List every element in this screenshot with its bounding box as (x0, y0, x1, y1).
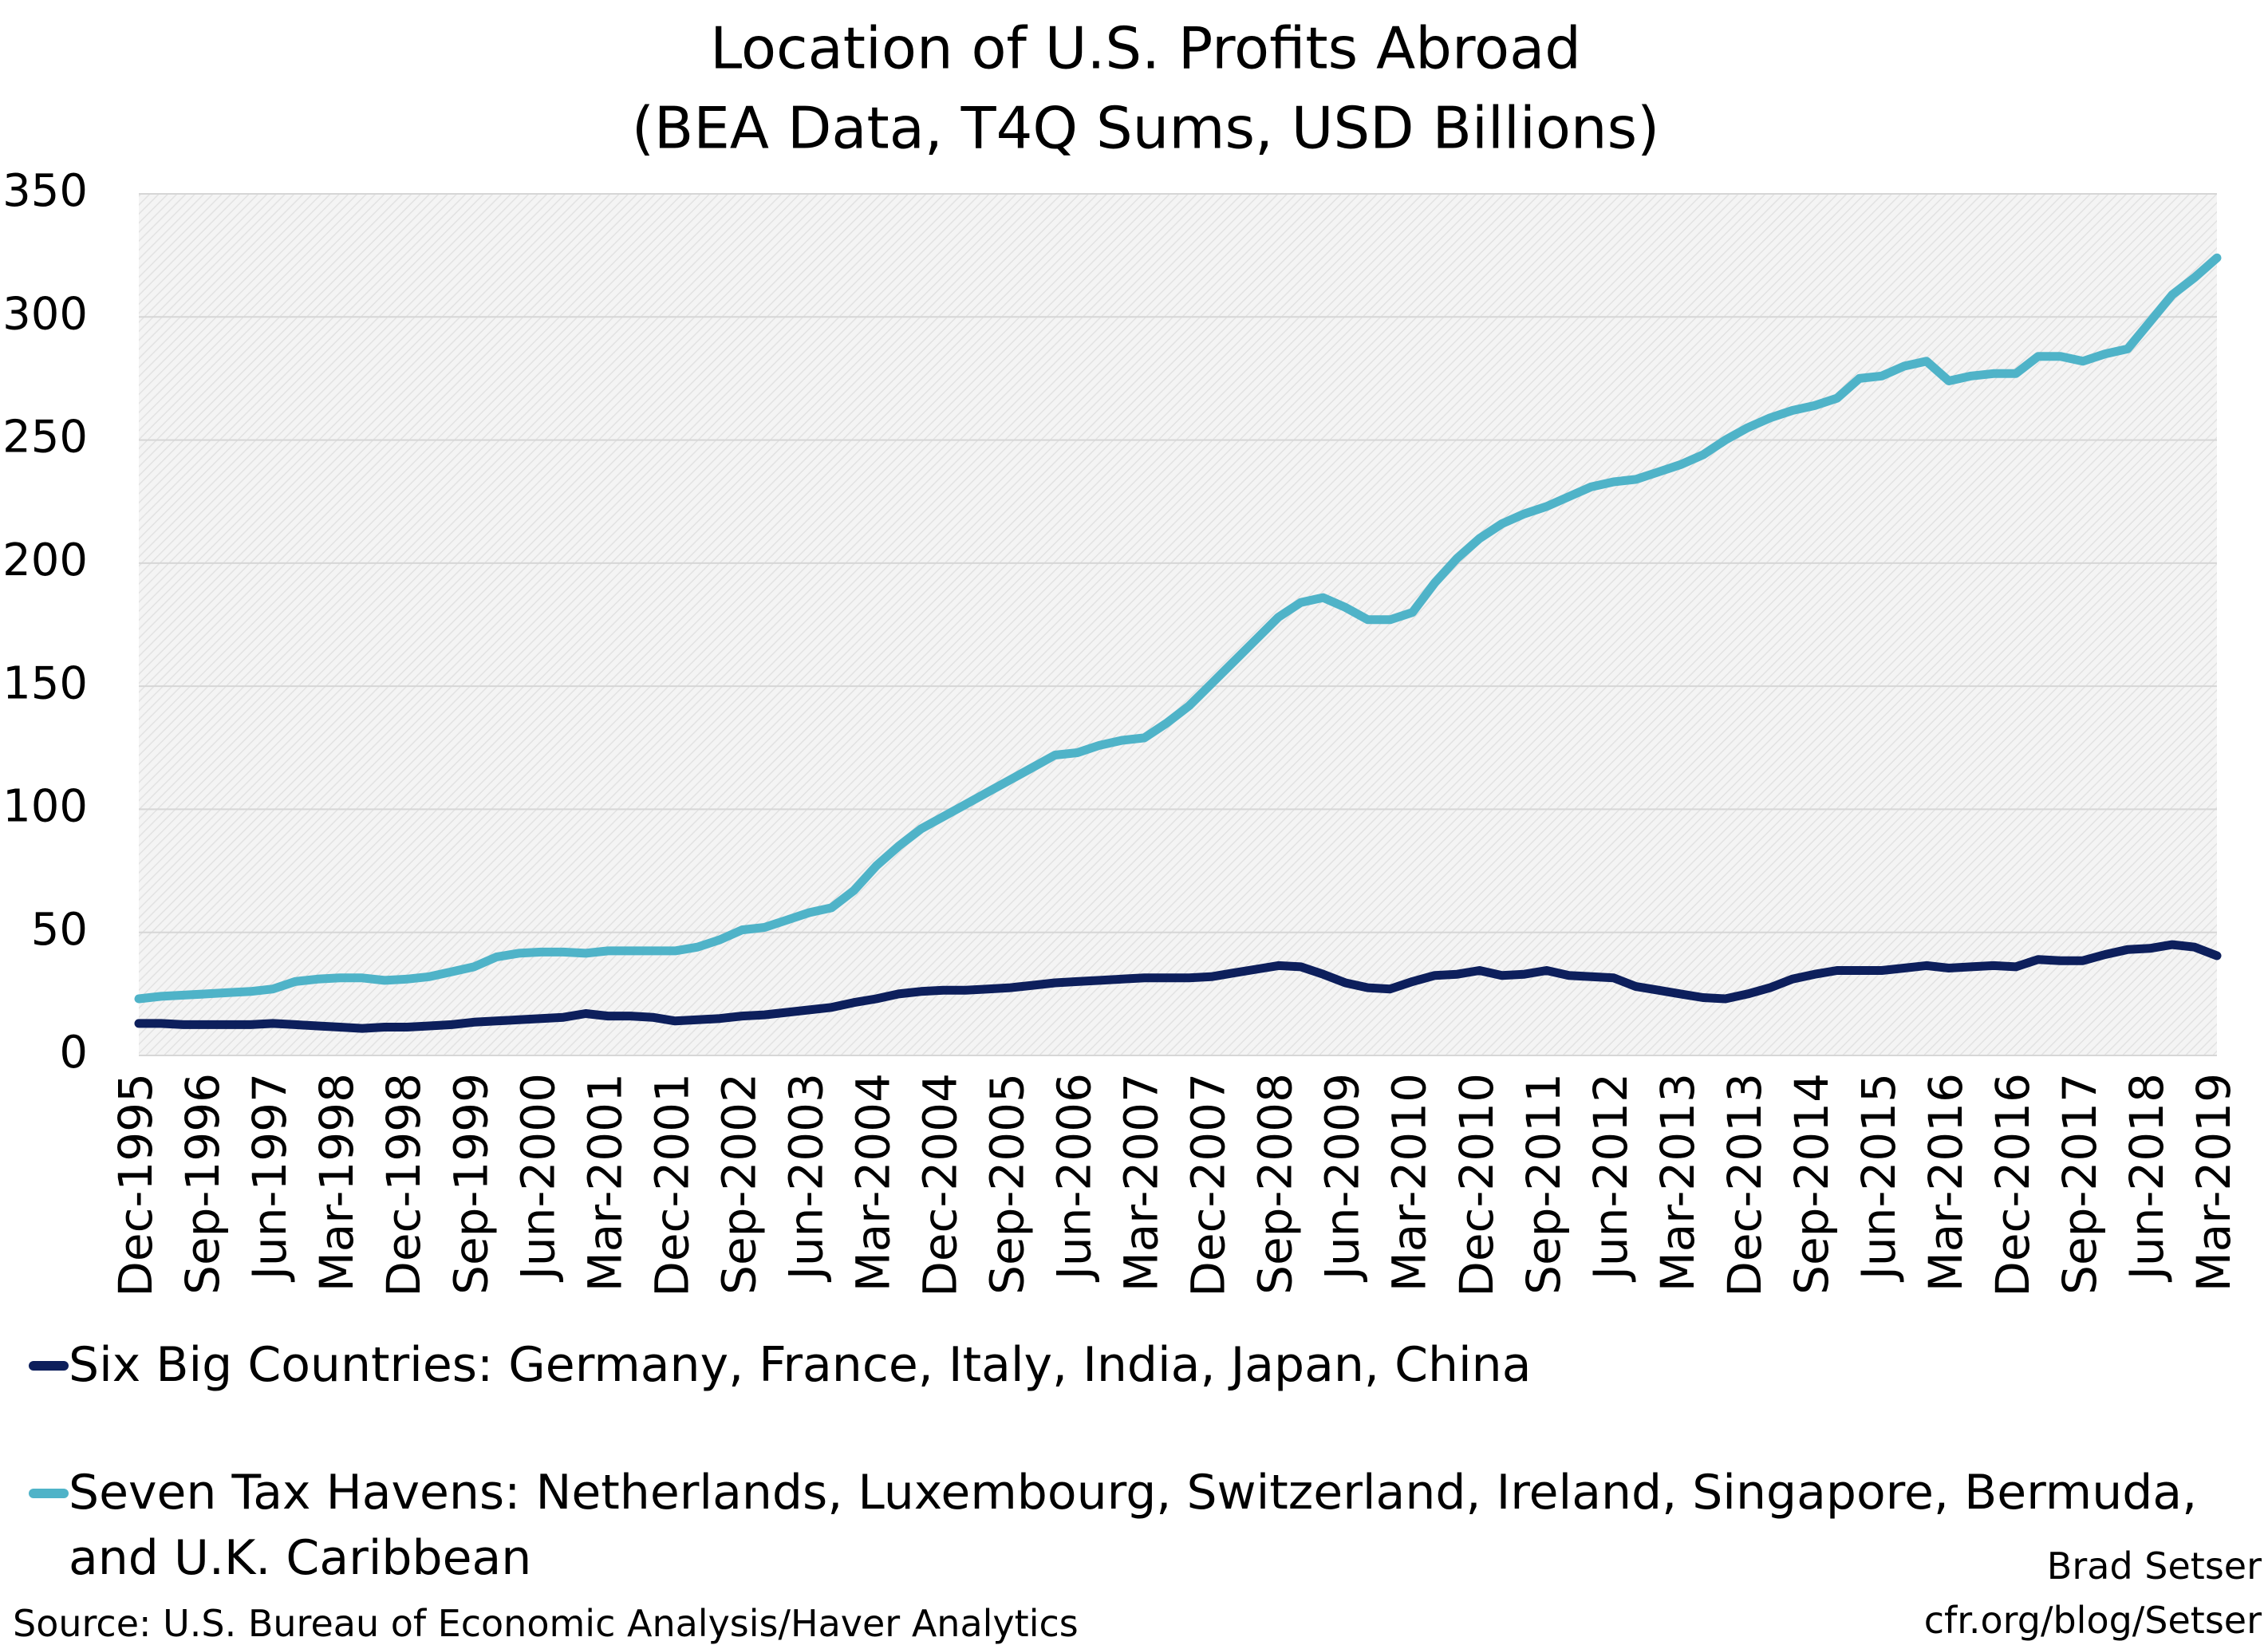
legend-marker (29, 1489, 69, 1498)
x-tick-label: Sep-2005 (980, 1073, 1035, 1295)
x-tick-label: Mar-2001 (578, 1073, 632, 1292)
y-tick-label: 350 (2, 165, 88, 217)
plot-area (139, 194, 2217, 1055)
source: Source: U.S. Bureau of Economic Analysis… (13, 1602, 1079, 1645)
legend-item: Seven Tax Havens: Netherlands, Luxembour… (29, 1460, 2231, 1591)
y-tick-label: 300 (2, 288, 88, 340)
x-tick-label: Sep-2017 (2053, 1073, 2107, 1295)
x-tick-label: Mar-1998 (310, 1073, 364, 1292)
x-tick-label: Jun-2012 (1584, 1073, 1638, 1282)
x-tick-label: Mar-2007 (1114, 1073, 1169, 1292)
legend-label: Seven Tax Havens: Netherlands, Luxembour… (69, 1465, 2198, 1586)
x-tick-label: Dec-2001 (645, 1073, 699, 1297)
x-tick-label: Sep-2011 (1517, 1073, 1571, 1295)
x-tick-label: Sep-2014 (1785, 1073, 1839, 1295)
x-tick-label: Sep-1999 (444, 1073, 498, 1295)
x-tick-label: Sep-2008 (1248, 1073, 1303, 1295)
chart-title: Location of U.S. Profits Abroad (710, 15, 1581, 82)
x-tick-label: Sep-1996 (176, 1073, 230, 1295)
x-tick-label: Dec-2016 (1986, 1073, 2040, 1297)
legend-marker (29, 1361, 69, 1371)
x-tick-label: Mar-2004 (846, 1073, 900, 1292)
x-tick-label: Dec-2007 (1181, 1073, 1236, 1297)
y-tick-label: 200 (2, 535, 88, 586)
x-tick-label: Mar-2010 (1382, 1073, 1437, 1292)
series-line (134, 253, 2222, 1004)
x-tick-label: Sep-2002 (712, 1073, 766, 1295)
x-tick-label: Dec-1995 (108, 1073, 163, 1297)
url: cfr.org/blog/Setser (1923, 1599, 2262, 1642)
x-tick-label: Dec-2010 (1450, 1073, 1504, 1297)
author: Brad Setser (2046, 1544, 2262, 1588)
x-tick-label: Jun-2003 (779, 1073, 833, 1282)
series-line (134, 940, 2222, 1033)
x-tick-label: Dec-1998 (377, 1073, 431, 1297)
y-tick-label: 250 (2, 412, 88, 464)
legend-item: Six Big Countries: Germany, France, Ital… (29, 1332, 2246, 1398)
x-tick-label: Mar-2016 (1919, 1073, 1973, 1292)
x-tick-label: Jun-2015 (1852, 1073, 1906, 1282)
x-tick-label: Jun-2018 (2120, 1073, 2174, 1282)
y-tick-label: 0 (59, 1027, 88, 1079)
legend-label: Six Big Countries: Germany, France, Ital… (69, 1337, 1532, 1393)
y-tick-label: 50 (31, 904, 88, 956)
y-tick-label: 100 (2, 781, 88, 833)
chart-subtitle: (BEA Data, T4Q Sums, USD Billions) (632, 95, 1659, 162)
x-tick-label: Mar-2013 (1651, 1073, 1705, 1292)
x-tick-label: Jun-2009 (1315, 1073, 1370, 1282)
x-tick-label: Dec-2004 (913, 1073, 967, 1297)
x-tick-label: Jun-2006 (1047, 1073, 1102, 1282)
x-tick-label: Jun-2000 (511, 1073, 565, 1282)
x-tick-label: Mar-2019 (2187, 1073, 2241, 1292)
x-tick-label: Jun-1997 (243, 1073, 297, 1282)
x-tick-label: Dec-2013 (1718, 1073, 1772, 1297)
y-tick-label: 150 (2, 657, 88, 709)
